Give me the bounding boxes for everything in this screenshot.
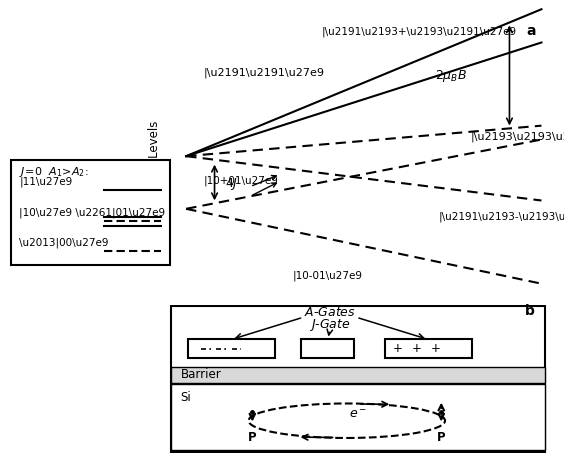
Text: $e^-$: $e^-$: [349, 408, 367, 421]
Text: a: a: [526, 24, 536, 38]
Text: Si: Si: [180, 391, 191, 404]
Bar: [385, 340, 472, 358]
Text: Energy Levels: Energy Levels: [148, 121, 161, 203]
Text: |\u2191\u2191\u27e9: |\u2191\u2191\u27e9: [204, 68, 325, 78]
Text: |\u2191\u2193-\u2193\u2191\u27e9: |\u2191\u2193-\u2193\u2191\u27e9: [438, 212, 564, 222]
Text: \u2013|00\u27e9: \u2013|00\u27e9: [19, 237, 109, 248]
Text: $A$-Gates: $A$-Gates: [304, 306, 356, 319]
Bar: [171, 366, 545, 383]
Text: 0: 0: [171, 305, 179, 318]
Text: +: +: [412, 342, 422, 355]
Text: $J\!=\!0\ \ A_1\!>\!A_2$:: $J\!=\!0\ \ A_1\!>\!A_2$:: [19, 165, 89, 179]
Text: |\u2191\u2193+\u2193\u2191\u27e9: |\u2191\u2193+\u2193\u2191\u27e9: [321, 26, 516, 36]
Bar: [301, 340, 354, 358]
Text: +: +: [431, 342, 440, 355]
Text: +: +: [393, 342, 403, 355]
Text: |11\u27e9: |11\u27e9: [19, 176, 72, 187]
Text: $2\mu_B B$: $2\mu_B B$: [435, 67, 467, 84]
FancyBboxPatch shape: [11, 160, 170, 265]
Text: |10-01\u27e9: |10-01\u27e9: [293, 270, 363, 280]
Text: b: b: [525, 304, 534, 318]
FancyBboxPatch shape: [171, 306, 545, 451]
Text: P: P: [248, 431, 257, 444]
Text: $4J$: $4J$: [225, 176, 239, 192]
Text: $J$: $J$: [367, 311, 375, 328]
Bar: [171, 384, 545, 450]
Text: |10+01\u27e9: |10+01\u27e9: [204, 176, 279, 186]
Text: |\u2193\u2193\u27e9: |\u2193\u2193\u27e9: [470, 132, 564, 142]
Text: $J$-Gate: $J$-Gate: [309, 317, 351, 333]
Bar: [188, 340, 275, 358]
Text: P: P: [437, 431, 446, 444]
Text: Barrier: Barrier: [180, 368, 221, 381]
Text: |10\u27e9 \u2261|01\u27e9: |10\u27e9 \u2261|01\u27e9: [19, 207, 165, 218]
